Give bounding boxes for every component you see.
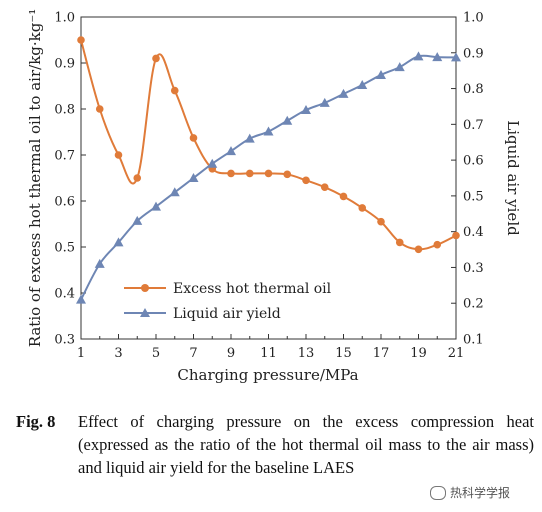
data-point [114,151,123,159]
data-point [263,126,274,136]
data-point [339,192,348,201]
data-point [189,134,198,142]
x-tick-label: 13 [298,346,315,361]
x-tick-label: 19 [410,346,427,361]
legend-label-yield: Liquid air yield [173,306,281,322]
series-layer [76,36,461,304]
watermark-text: 热科学学报 [450,486,511,500]
x-tick-label: 1 [77,346,85,361]
wechat-icon [430,485,446,500]
data-point [301,105,311,115]
data-point [226,146,236,156]
data-point [451,52,461,62]
left-tick-label: 0.9 [54,57,75,72]
right-tick-label: 0.3 [463,261,484,276]
data-point [133,174,142,182]
x-axis-ticks: 1 3 5 7 9 11 13 15 17 19 21 [77,334,464,361]
right-tick-label: 0.5 [463,189,484,204]
data-point [319,97,330,107]
data-point [188,173,199,182]
data-point [283,170,292,179]
caption-text: Effect of charging pressure on the exces… [78,412,534,477]
data-point [95,105,104,113]
data-point [452,231,460,240]
data-point [432,52,443,62]
data-point [357,79,368,89]
data-point [414,245,423,254]
chart: 0.3 0.4 0.5 0.6 0.7 0.8 0.9 1.0 0.1 0.2 0.3 0.4 0.5… [26,9,522,384]
data-point [244,133,255,143]
data-point [151,201,161,211]
data-point [94,258,105,268]
figure-caption: Fig. 8 Effect of charging pressure on the… [16,410,536,479]
data-point [433,240,442,249]
left-axis-ticks: 0.3 0.4 0.5 0.6 0.7 0.8 0.9 1.0 [54,11,86,348]
right-tick-label: 0.8 [463,82,484,97]
data-point [264,169,273,178]
right-tick-label: 0.1 [463,333,484,348]
data-point [77,36,85,44]
data-point [282,115,293,125]
data-point [227,169,235,178]
right-tick-label: 0.9 [463,46,484,61]
x-tick-label: 7 [189,346,197,361]
left-tick-label: 0.4 [54,287,75,302]
data-point [395,238,404,247]
right-axis-ticks: 0.1 0.2 0.3 0.4 0.5 0.6 0.7 0.8 0.9 1.0 [451,11,484,348]
left-tick-label: 0.7 [54,149,75,164]
x-tick-label: 3 [114,346,122,361]
data-point [76,294,86,304]
x-tick-label: 5 [152,346,160,361]
data-point [170,86,179,95]
legend-label-oil: Excess hot thermal oil [173,281,332,297]
right-tick-label: 0.4 [463,225,484,240]
left-tick-label: 0.6 [54,195,75,210]
data-point [152,54,160,63]
right-tick-label: 0.2 [463,297,484,312]
left-tick-label: 0.8 [54,103,75,118]
right-tick-label: 0.7 [463,118,484,133]
data-point [169,187,180,197]
watermark: 热科学学报 [430,484,510,501]
data-point [377,217,385,226]
left-tick-label: 0.5 [54,241,75,256]
x-tick-label: 11 [260,346,277,361]
data-point [113,237,124,247]
x-tick-label: 21 [448,346,465,361]
right-axis-title: Liquid air yield [504,120,522,236]
right-tick-label: 1.0 [463,11,484,26]
series-liquid-air-yield [76,51,461,304]
data-point [207,158,218,168]
right-tick-label: 0.6 [463,154,484,169]
data-point [302,176,310,185]
x-tick-label: 17 [373,346,390,361]
legend-marker-yield [140,308,150,317]
data-point [132,215,143,225]
caption-label: Fig. 8 [16,412,56,431]
left-tick-label: 0.3 [54,333,75,348]
data-point [394,62,405,72]
data-point [413,51,424,61]
legend: Excess hot thermal oil Liquid air yield [124,281,332,322]
left-tick-label: 1.0 [54,11,75,26]
data-point [245,169,254,178]
left-axis-title: Ratio of excess hot thermal oil to air/k… [26,9,44,348]
series-line [80,39,457,251]
x-tick-label: 9 [227,346,235,361]
x-tick-label: 15 [335,346,352,361]
data-point [376,69,386,79]
data-point [320,183,329,191]
x-axis-title: Charging pressure/MPa [177,366,358,384]
data-point [358,204,367,212]
legend-marker-oil [141,284,149,292]
data-point [338,88,349,98]
